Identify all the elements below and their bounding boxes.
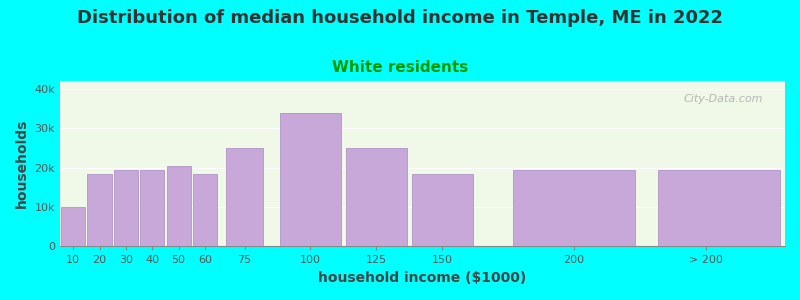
- Bar: [280, 112, 341, 246]
- Text: Distribution of median household income in Temple, ME in 2022: Distribution of median household income …: [77, 9, 723, 27]
- Bar: [87, 174, 112, 246]
- Bar: [61, 207, 86, 246]
- Bar: [193, 174, 217, 246]
- Text: White residents: White residents: [332, 60, 468, 75]
- Bar: [166, 166, 190, 246]
- Bar: [346, 148, 406, 246]
- Bar: [114, 169, 138, 246]
- Bar: [514, 169, 634, 246]
- Bar: [412, 174, 473, 246]
- Text: City-Data.com: City-Data.com: [684, 94, 763, 104]
- X-axis label: household income ($1000): household income ($1000): [318, 271, 526, 285]
- Bar: [140, 169, 165, 246]
- Bar: [658, 169, 780, 246]
- Y-axis label: households: households: [15, 119, 29, 208]
- Bar: [226, 148, 262, 246]
